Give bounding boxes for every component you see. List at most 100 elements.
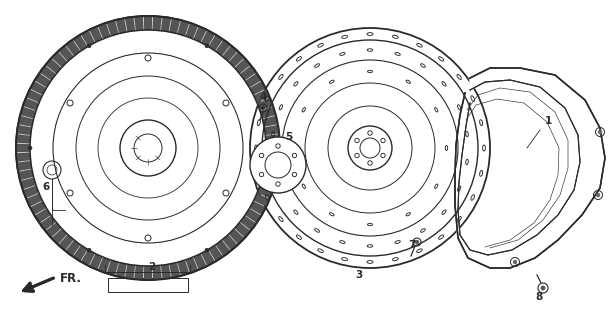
Wedge shape [125, 264, 135, 279]
Wedge shape [250, 201, 266, 215]
Wedge shape [266, 144, 280, 152]
Wedge shape [18, 116, 34, 126]
Wedge shape [266, 134, 280, 143]
Wedge shape [89, 26, 102, 42]
Wedge shape [170, 262, 180, 278]
Wedge shape [107, 260, 118, 276]
Wedge shape [16, 153, 31, 162]
Circle shape [205, 44, 209, 48]
Wedge shape [223, 45, 237, 61]
Wedge shape [18, 170, 34, 180]
Polygon shape [455, 68, 605, 268]
Circle shape [87, 248, 91, 252]
Circle shape [250, 137, 306, 193]
Wedge shape [153, 265, 162, 280]
Wedge shape [250, 81, 266, 95]
Wedge shape [186, 257, 198, 273]
Wedge shape [235, 59, 250, 74]
Wedge shape [116, 18, 127, 34]
Wedge shape [66, 40, 81, 56]
Circle shape [596, 193, 600, 197]
Circle shape [513, 260, 517, 264]
Circle shape [598, 130, 602, 134]
Wedge shape [264, 161, 279, 171]
Wedge shape [73, 245, 87, 261]
Wedge shape [161, 264, 171, 279]
Wedge shape [26, 194, 42, 207]
Circle shape [541, 286, 546, 290]
Circle shape [264, 146, 268, 150]
Wedge shape [260, 107, 276, 118]
Wedge shape [26, 89, 42, 102]
Circle shape [261, 107, 264, 109]
Wedge shape [240, 66, 256, 80]
Wedge shape [35, 209, 51, 223]
Wedge shape [30, 201, 46, 215]
Wedge shape [208, 35, 223, 51]
Wedge shape [58, 45, 74, 61]
Wedge shape [264, 125, 279, 135]
Wedge shape [81, 250, 95, 266]
Circle shape [87, 44, 91, 48]
Wedge shape [235, 222, 250, 237]
Wedge shape [178, 20, 189, 36]
Wedge shape [66, 240, 81, 256]
Wedge shape [107, 20, 118, 36]
Wedge shape [40, 66, 56, 80]
Wedge shape [153, 16, 162, 31]
Bar [108, 278, 188, 292]
Wedge shape [194, 254, 207, 270]
Wedge shape [263, 170, 278, 180]
Wedge shape [16, 144, 30, 152]
Wedge shape [186, 23, 198, 39]
Wedge shape [89, 254, 102, 270]
Wedge shape [46, 222, 62, 237]
Wedge shape [35, 73, 51, 87]
Text: 1: 1 [545, 116, 552, 126]
Wedge shape [263, 116, 278, 126]
Wedge shape [125, 17, 135, 32]
Wedge shape [245, 209, 261, 223]
Text: 8: 8 [535, 292, 542, 302]
Wedge shape [201, 250, 215, 266]
Wedge shape [161, 17, 171, 32]
Wedge shape [254, 89, 270, 102]
Wedge shape [20, 178, 36, 189]
Wedge shape [98, 257, 110, 273]
Wedge shape [144, 266, 152, 280]
Wedge shape [58, 235, 74, 251]
Wedge shape [216, 40, 231, 56]
Circle shape [250, 28, 490, 268]
Wedge shape [240, 216, 256, 230]
Wedge shape [135, 265, 143, 280]
Text: 7: 7 [408, 240, 415, 250]
Wedge shape [98, 23, 110, 39]
Wedge shape [81, 30, 95, 46]
Wedge shape [216, 240, 231, 256]
Circle shape [28, 146, 32, 150]
Text: 6: 6 [42, 182, 49, 192]
Wedge shape [135, 16, 143, 31]
Wedge shape [208, 245, 223, 261]
Wedge shape [201, 30, 215, 46]
Wedge shape [30, 81, 46, 95]
Wedge shape [257, 98, 273, 110]
Wedge shape [16, 134, 31, 143]
Circle shape [205, 248, 209, 252]
Wedge shape [40, 216, 56, 230]
Wedge shape [229, 52, 244, 67]
Text: 2: 2 [148, 262, 155, 272]
Wedge shape [17, 125, 32, 135]
Wedge shape [178, 260, 189, 276]
Wedge shape [23, 98, 39, 110]
Text: 5: 5 [285, 132, 292, 142]
Wedge shape [223, 235, 237, 251]
Wedge shape [23, 186, 39, 198]
Wedge shape [257, 186, 273, 198]
Wedge shape [46, 59, 62, 74]
Wedge shape [144, 16, 152, 30]
Wedge shape [17, 161, 32, 171]
Wedge shape [20, 107, 36, 118]
Wedge shape [254, 194, 270, 207]
Circle shape [16, 16, 280, 280]
